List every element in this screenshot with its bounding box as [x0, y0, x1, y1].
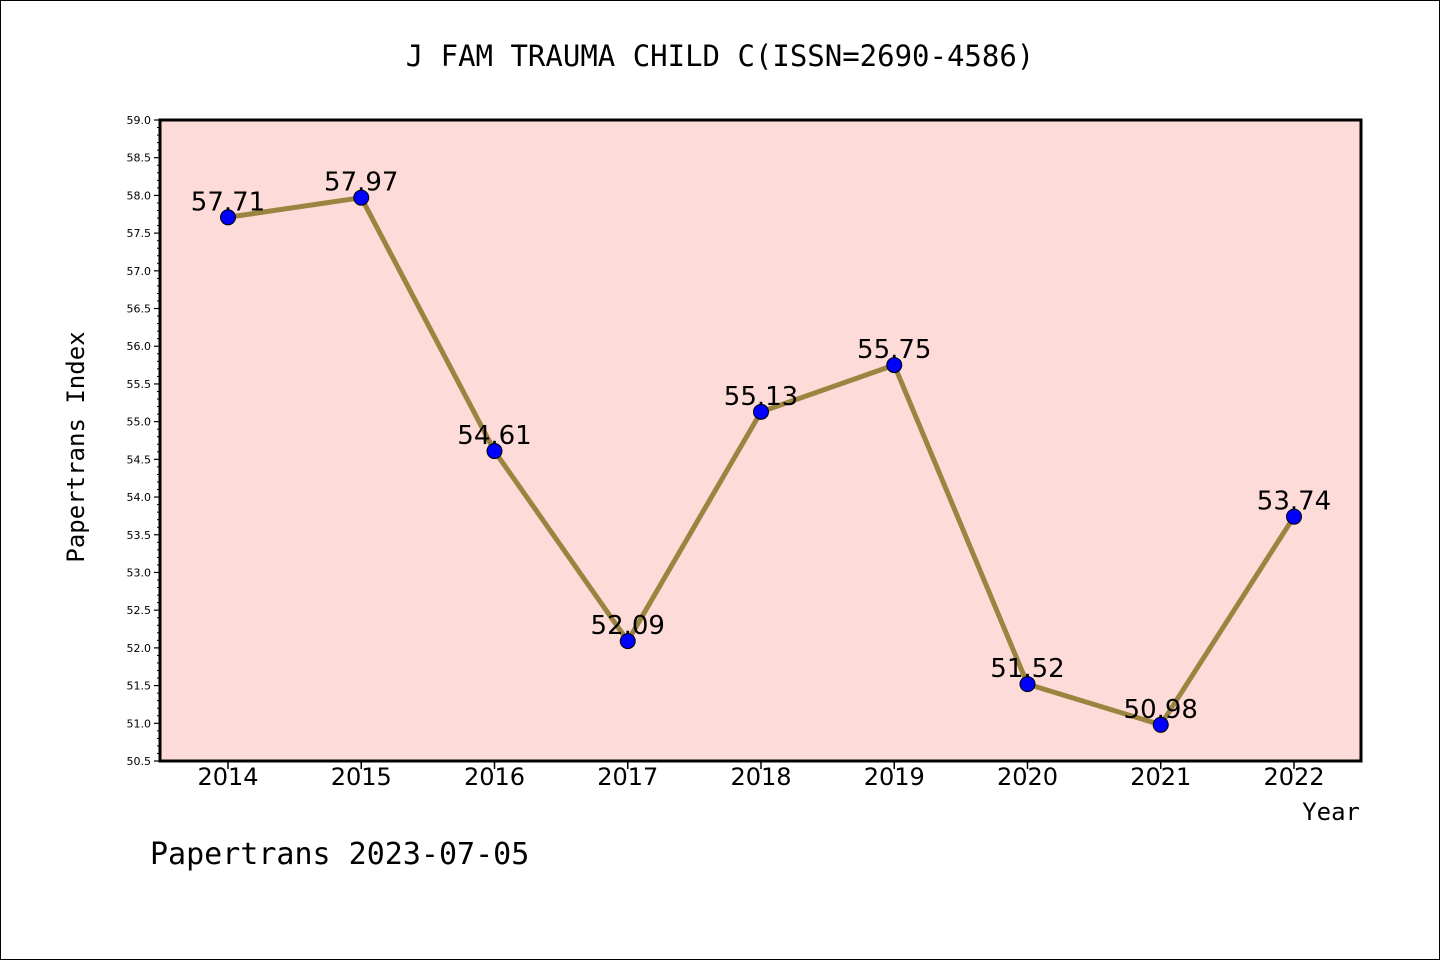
x-tick-label: 2015	[331, 763, 392, 791]
data-point-label: 52.09	[591, 611, 665, 641]
x-tick-label: 2017	[597, 763, 658, 791]
y-tick-label: 52.0	[127, 642, 152, 655]
data-point-label: 55.13	[724, 382, 798, 412]
y-tick-label: 55.5	[127, 378, 152, 391]
y-tick-label: 59.0	[127, 114, 152, 127]
data-point-marker	[619, 633, 636, 650]
y-tick-label: 55.0	[127, 416, 152, 429]
x-tick-label: 2022	[1263, 763, 1324, 791]
y-tick-label: 53.5	[127, 529, 152, 542]
data-point-label: 54.61	[457, 421, 531, 451]
chart-title: J FAM TRAUMA CHILD C(ISSN=2690-4586)	[406, 39, 1035, 73]
data-point-marker	[886, 357, 903, 374]
plot-background	[160, 120, 1361, 761]
y-tick-label: 51.5	[127, 680, 152, 693]
x-tick-label: 2018	[730, 763, 791, 791]
footer-date-note: Papertrans 2023-07-05	[150, 837, 529, 872]
data-point-marker	[753, 403, 769, 420]
data-markers	[220, 189, 1302, 733]
data-labels: 57.71 57.97 54.61 52.09 55.13 55.75 51.52 50.98…	[191, 168, 1331, 725]
y-tick-label: 54.5	[127, 453, 152, 466]
y-axis-label: Papertrans Index	[62, 331, 90, 562]
plot-border	[158, 118, 1363, 763]
data-point-marker	[220, 209, 236, 226]
x-tick-label: 2020	[997, 763, 1058, 791]
x-tick-label: 2019	[864, 763, 925, 791]
x-tick-label: 2014	[197, 763, 258, 791]
y-tick-label: 56.5	[127, 303, 152, 316]
x-axis-ticks: 2014 2015 2016 2017 2018 2019 2020 2021 2022	[197, 761, 1325, 791]
data-point-label: 57.97	[324, 168, 398, 198]
y-tick-label: 58.5	[127, 152, 152, 165]
data-point-marker	[1152, 716, 1169, 733]
x-axis-label: Year	[1302, 798, 1360, 826]
y-tick-label: 54.0	[127, 491, 152, 504]
data-point-label: 51.52	[990, 654, 1064, 684]
y-tick-label: 51.0	[127, 717, 152, 730]
data-point-marker	[353, 189, 370, 206]
y-tick-label: 56.0	[127, 340, 152, 353]
y-tick-label: 50.5	[127, 755, 152, 768]
data-point-marker	[486, 443, 503, 460]
data-point-marker	[1286, 508, 1302, 525]
data-point-label: 55.75	[857, 335, 931, 365]
data-point-label: 57.71	[191, 187, 265, 217]
y-tick-label: 53.0	[127, 566, 152, 579]
data-point-marker	[1019, 676, 1036, 693]
y-tick-label: 52.5	[127, 604, 152, 617]
y-tick-label: 57.5	[127, 227, 152, 240]
data-point-label: 50.98	[1124, 695, 1198, 725]
y-tick-label: 57.0	[127, 265, 152, 278]
data-point-label: 53.74	[1257, 487, 1331, 517]
x-tick-label: 2021	[1130, 763, 1191, 791]
y-axis-ticks: 50.5 51.0 51.5 52.0 52.5 53.0 53.5 54.0 54.5 55.0…	[127, 114, 160, 768]
x-tick-label: 2016	[464, 763, 525, 791]
y-tick-label: 58.0	[127, 189, 152, 202]
